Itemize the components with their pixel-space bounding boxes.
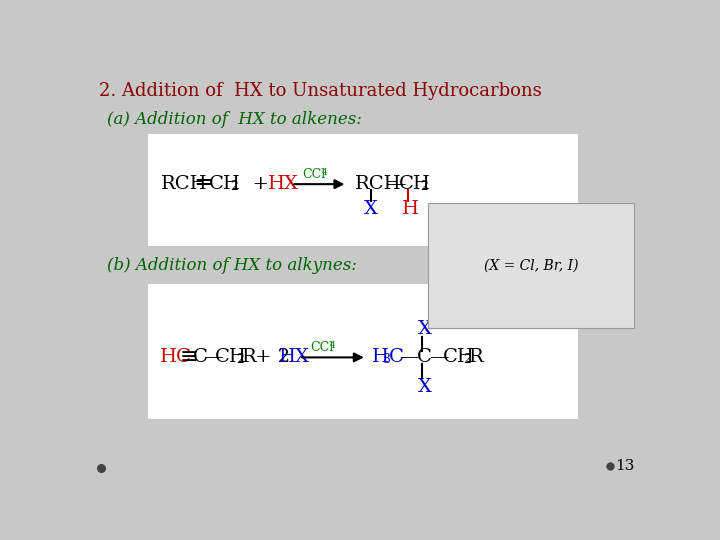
- Text: 2: 2: [420, 180, 428, 193]
- Text: —: —: [386, 175, 405, 193]
- Text: X: X: [418, 320, 432, 338]
- FancyBboxPatch shape: [148, 134, 578, 246]
- Text: 2: 2: [230, 180, 238, 193]
- Text: C: C: [417, 348, 432, 367]
- Text: CH: CH: [215, 348, 247, 367]
- Text: C: C: [193, 348, 208, 367]
- Text: CH: CH: [209, 175, 240, 193]
- Text: X: X: [364, 200, 378, 218]
- Text: H: H: [372, 348, 389, 367]
- Text: (a) Addition of  HX to alkenes:: (a) Addition of HX to alkenes:: [107, 111, 362, 128]
- Text: 13: 13: [616, 459, 635, 473]
- Text: RCH: RCH: [355, 175, 402, 193]
- Text: CH: CH: [443, 348, 474, 367]
- Text: 3: 3: [383, 353, 391, 366]
- Text: CCl: CCl: [310, 341, 333, 354]
- Text: X: X: [418, 377, 432, 396]
- Text: +: +: [240, 175, 282, 193]
- Text: ═: ═: [196, 172, 210, 195]
- Text: (b) Addition of HX to alkynes:: (b) Addition of HX to alkynes:: [107, 257, 357, 274]
- Text: 2: 2: [235, 353, 243, 366]
- FancyBboxPatch shape: [148, 284, 578, 419]
- Text: 4: 4: [330, 341, 336, 350]
- Text: CH: CH: [398, 175, 431, 193]
- Text: 4: 4: [322, 168, 328, 177]
- Text: —: —: [429, 348, 449, 367]
- Text: H: H: [402, 200, 419, 218]
- Text: —: —: [399, 348, 419, 367]
- Text: HX: HX: [269, 175, 299, 193]
- Text: CCl: CCl: [302, 167, 325, 181]
- Text: RCH: RCH: [161, 175, 208, 193]
- Text: 2: 2: [464, 353, 472, 366]
- Text: —: —: [203, 348, 222, 367]
- Text: R: R: [242, 348, 256, 367]
- Text: C: C: [389, 348, 404, 367]
- Text: + 2: + 2: [255, 348, 290, 367]
- Text: HC: HC: [160, 348, 192, 367]
- Text: R: R: [469, 348, 484, 367]
- Text: 2. Addition of  HX to Unsaturated Hydrocarbons: 2. Addition of HX to Unsaturated Hydroca…: [99, 82, 542, 100]
- Text: (X = Cl, Br, I): (X = Cl, Br, I): [484, 259, 578, 273]
- Text: ≡: ≡: [180, 346, 199, 368]
- Text: HX: HX: [279, 348, 310, 367]
